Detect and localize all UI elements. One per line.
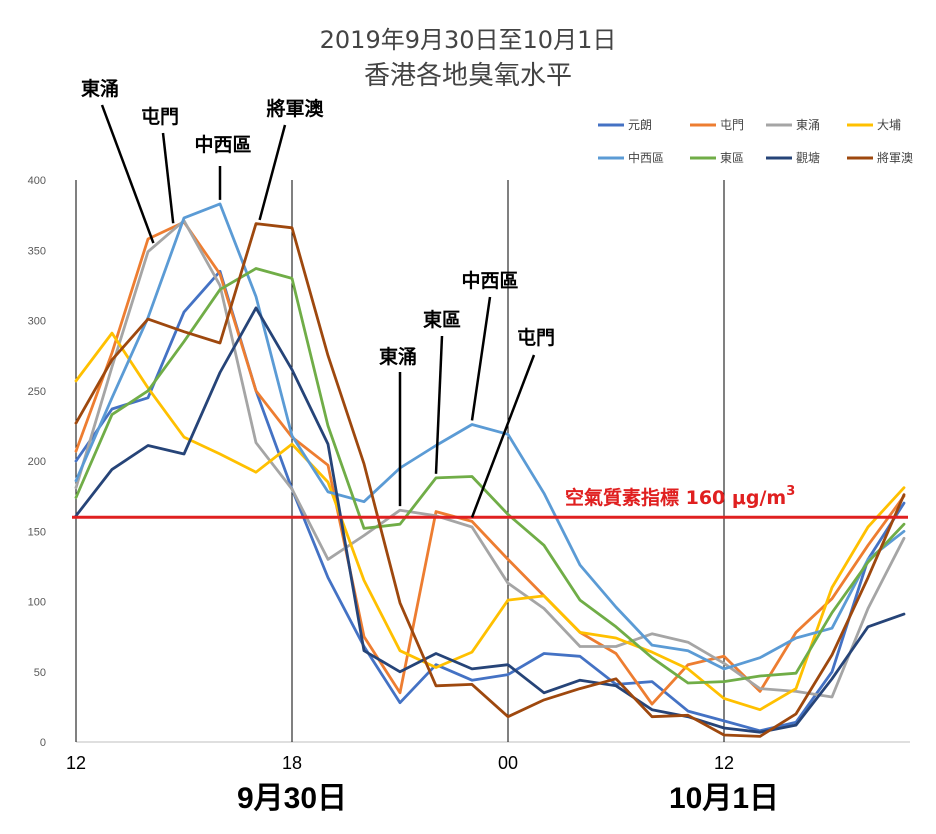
series-line — [74, 269, 906, 733]
y-tick-label: 300 — [28, 316, 46, 328]
annotation-label: 東區 — [423, 308, 461, 331]
threshold-label: 空氣質素指標 160 μg/m3 — [565, 484, 795, 509]
annotation-leader — [470, 354, 536, 518]
annotation-label: 東涌 — [379, 345, 417, 368]
date-label: 10月1日 — [669, 782, 779, 815]
x-tick-label: 00 — [498, 753, 518, 773]
chart-title: 2019年9月30日至10月1日 — [320, 26, 617, 54]
series-line — [74, 220, 906, 706]
annotation-leader — [161, 132, 175, 224]
y-tick-label: 0 — [40, 737, 46, 749]
y-tick-label: 200 — [28, 456, 46, 468]
x-tick-label: 12 — [66, 753, 86, 773]
legend-label: 觀塘 — [796, 150, 820, 165]
legend-label: 中西區 — [628, 150, 664, 165]
y-tick-label: 250 — [28, 386, 46, 398]
annotation-leader — [470, 296, 492, 421]
legend-label: 將軍澳 — [877, 150, 913, 165]
y-tick-label: 350 — [28, 245, 46, 257]
series-layer — [74, 202, 906, 738]
legend-label: 東涌 — [796, 118, 820, 132]
grid-layer — [75, 180, 910, 743]
legend-label: 東區 — [720, 151, 744, 165]
series-line — [74, 306, 906, 734]
annotation-leader — [434, 335, 444, 474]
series-line — [74, 267, 906, 685]
legend-label: 屯門 — [720, 118, 744, 132]
series-line — [74, 202, 906, 671]
annotation-label: 屯門 — [517, 326, 555, 349]
y-tick-label: 150 — [28, 526, 46, 538]
chart-subtitle: 香港各地臭氧水平 — [364, 61, 572, 91]
date-label: 9月30日 — [237, 782, 347, 815]
x-tick-label: 18 — [282, 753, 302, 773]
series-line — [74, 222, 906, 738]
y-tick-label: 100 — [28, 597, 46, 609]
series-line — [74, 331, 906, 712]
annotation-label: 將軍澳 — [266, 97, 324, 120]
y-tick-label: 50 — [34, 667, 46, 679]
annotation-label: 東涌 — [81, 77, 119, 100]
threshold-layer: 空氣質素指標 160 μg/m3 — [72, 484, 908, 519]
x-tick-label: 12 — [714, 753, 734, 773]
y-tick-label: 400 — [28, 175, 46, 187]
annotation-label: 中西區 — [194, 133, 251, 156]
annotation-label: 中西區 — [461, 269, 518, 292]
legend-label: 大埔 — [877, 118, 901, 132]
annotation-leader — [100, 104, 155, 244]
axis-labels: 0 50 100 150 200 250 300 350 400 12 18 00 12 9月30日 10月… — [28, 175, 779, 815]
series-line — [74, 219, 906, 699]
threshold-superscript: 3 — [786, 484, 795, 499]
annotation-label: 屯門 — [141, 105, 179, 128]
legend-label: 元朗 — [628, 118, 652, 132]
annotation-leader — [258, 124, 287, 221]
